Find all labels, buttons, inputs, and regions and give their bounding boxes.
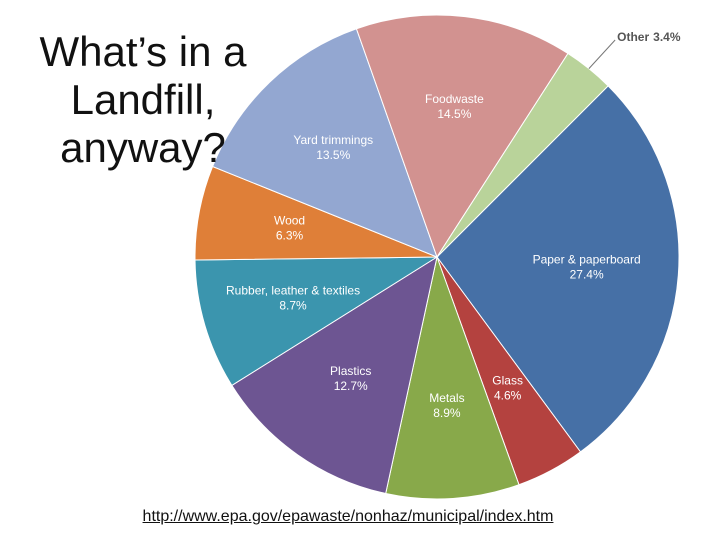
pie-slice — [355, 14, 569, 259]
slice-value-label: 13.5% — [316, 148, 350, 162]
pie-slice — [436, 85, 680, 453]
source-link[interactable]: http://www.epa.gov/epawaste/nonhaz/munic… — [142, 508, 554, 525]
slice-value-label: 14.5% — [437, 107, 471, 121]
slice-label: Glass — [492, 374, 523, 388]
slice-label: Yard trimmings — [293, 133, 373, 147]
slice-value-label: 12.7% — [334, 379, 368, 393]
slice-label: Wood — [274, 214, 305, 228]
slice-label: Paper & paperboard — [533, 252, 641, 266]
pie-slice — [436, 52, 609, 258]
chart-title: What’s in a Landfill, anyway? — [39, 28, 247, 171]
slice-value-label: 6.3% — [276, 229, 304, 243]
slice-label: Plastics — [330, 364, 371, 378]
slice-value-label: 27.4% — [570, 267, 604, 281]
slice-value-label: 8.7% — [279, 298, 307, 312]
slice-label: Foodwaste — [425, 92, 484, 106]
slice-label: Other — [617, 30, 649, 44]
slice-value-label: 3.4% — [653, 30, 681, 44]
pie-slice — [194, 256, 439, 387]
slice-label: Rubber, leather & textiles — [226, 283, 360, 297]
pie-slice — [385, 255, 520, 500]
slice-label: Metals — [429, 391, 464, 405]
leader-line — [588, 39, 616, 69]
pie-slice — [211, 28, 438, 258]
pie-slice — [231, 255, 438, 495]
slice-value-label: 4.6% — [494, 389, 522, 403]
slice-value-label: 8.9% — [433, 406, 461, 420]
